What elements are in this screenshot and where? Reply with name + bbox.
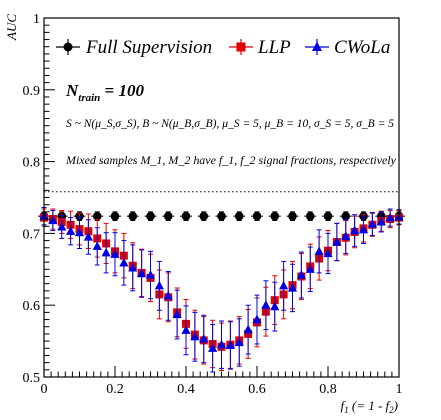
data-point-cwola [385, 212, 395, 222]
annotation-distributions: S ~ N(μ_S,σ_S), B ~ N(μ_B,σ_B), μ_S = 5,… [66, 118, 394, 130]
data-point-cwola [270, 301, 280, 311]
x-axis-title-mid: (= 1 - f [349, 398, 392, 413]
x-axis-title-sub2: 2 [389, 405, 394, 415]
data-point-cwola [137, 268, 147, 278]
data-point-full-supervision [199, 211, 209, 221]
data-point-cwola [279, 280, 289, 290]
data-point-full-supervision [217, 211, 226, 221]
legend-entry-llp: LLP [229, 37, 291, 58]
x-tick-label: 0.8 [319, 382, 337, 397]
legend-marker-cwola [312, 41, 322, 51]
x-tick-label: 0.4 [177, 382, 195, 397]
data-point-full-supervision [288, 211, 297, 221]
data-point-full-supervision [128, 211, 138, 221]
data-point-cwola [234, 337, 244, 347]
x-axis-title-sub1: 1 [344, 405, 349, 415]
x-tick-label: 0.2 [106, 382, 124, 397]
legend-marker-llp [236, 42, 246, 52]
y-tick-label: 0.8 [23, 156, 41, 171]
y-tick-label: 0.5 [23, 371, 41, 386]
annotation-ntrain: Ntrain = 100 [65, 81, 144, 104]
data-point-cwola [128, 262, 138, 272]
data-point-cwola [172, 309, 182, 319]
data-point-cwola [48, 215, 58, 225]
data-point-cwola [323, 248, 333, 258]
data-point-cwola [376, 216, 386, 226]
data-point-cwola [83, 231, 93, 241]
data-point-full-supervision [110, 211, 120, 221]
data-point-full-supervision [234, 211, 244, 221]
data-point-cwola [163, 290, 173, 300]
data-point-cwola [74, 227, 85, 237]
data-point-full-supervision [181, 211, 191, 221]
data-point-cwola [332, 237, 342, 246]
y-tick-label: 0.9 [23, 84, 41, 99]
data-point-full-supervision [341, 211, 351, 221]
ntrain-value: = 100 [100, 81, 144, 100]
data-point-cwola [110, 249, 120, 258]
y-tick-label: 0.6 [23, 299, 41, 314]
data-point-cwola [225, 340, 235, 350]
data-point-cwola [119, 257, 129, 267]
y-tick-label: 0.7 [23, 227, 41, 242]
annotation-mixed-samples: Mixed samples M_1, M_2 have f_1, f_2 sig… [65, 155, 397, 167]
data-point-cwola [208, 343, 218, 352]
data-point-cwola [358, 224, 369, 234]
data-point-cwola [314, 246, 324, 255]
axes-layer: 0 0.2 0.4 0.6 0.8 1 0.5 0.6 0.7 0.8 0.9 1 [23, 12, 403, 397]
data-point-full-supervision [146, 211, 155, 221]
data-point-cwola [341, 231, 351, 240]
data-point-cwola [101, 247, 111, 257]
data-point-cwola [181, 325, 191, 334]
data-point-cwola [57, 221, 67, 231]
legend-label-cwola: CWoLa [334, 37, 390, 58]
ntrain-main: N [65, 81, 79, 100]
legend-entry-full-supervision: Full Supervision [56, 37, 212, 58]
data-point-cwola [350, 225, 360, 235]
data-point-full-supervision [92, 211, 102, 221]
legend: Full Supervision LLP CWoLa [56, 37, 390, 58]
data-point-cwola [145, 270, 156, 279]
data-point-full-supervision [163, 211, 173, 221]
data-point-full-supervision [305, 211, 315, 221]
data-point-cwola [199, 333, 209, 343]
y-axis-title: AUC [4, 14, 19, 41]
legend-label-full-supervision: Full Supervision [85, 37, 212, 58]
x-tick-label: 0 [41, 382, 48, 397]
data-point-cwola [154, 280, 164, 290]
y-tick-label: 1 [33, 12, 40, 27]
data-point-cwola [92, 241, 102, 250]
data-point-cwola [252, 314, 262, 324]
x-axis-title-f: f [340, 398, 346, 413]
data-point-full-supervision [270, 211, 280, 221]
x-axis-title: f1 (= 1 - f2) [340, 398, 398, 415]
data-point-cwola [243, 324, 253, 334]
data-point-cwola [261, 300, 271, 309]
data-point-cwola [305, 264, 315, 273]
data-point-cwola [287, 282, 298, 292]
data-point-cwola [216, 339, 227, 349]
data-point-cwola [296, 270, 306, 279]
data-point-full-supervision [252, 211, 262, 221]
data-point-cwola [66, 226, 76, 235]
data-point-cwola [367, 219, 377, 228]
x-tick-label: 1 [396, 382, 403, 397]
legend-label-llp: LLP [257, 37, 291, 58]
data-point-full-supervision [323, 211, 333, 221]
series-cwola [39, 207, 404, 373]
x-axis-title-end: ) [393, 398, 398, 413]
ntrain-subscript: train [78, 92, 100, 104]
x-tick-label: 0.6 [248, 382, 266, 397]
legend-entry-cwola: CWoLa [305, 37, 390, 58]
legend-marker-full-supervision [63, 42, 73, 52]
data-point-cwola [190, 331, 200, 341]
